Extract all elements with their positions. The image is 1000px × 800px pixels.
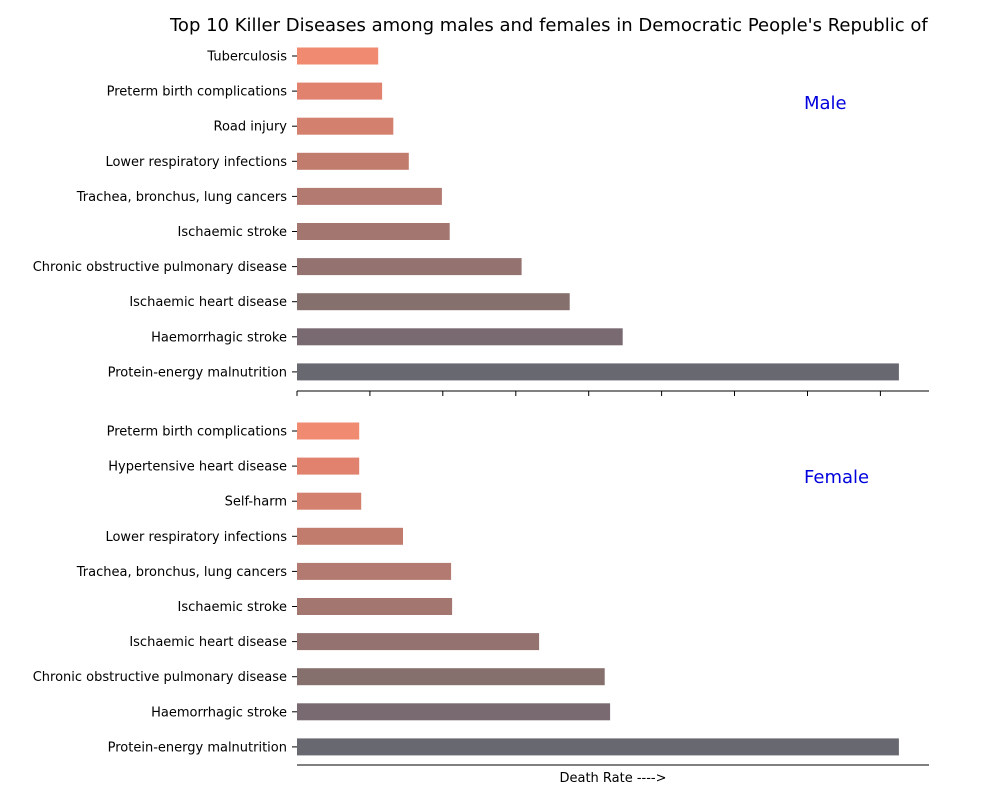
- male-category-label: Ischaemic stroke: [178, 225, 287, 240]
- male-bar: [297, 293, 570, 311]
- female-panel: Preterm birth complications Hypertensive …: [33, 422, 929, 766]
- x-axis-label: Death Rate ---->: [559, 771, 666, 786]
- female-bar: [297, 633, 540, 651]
- male-bar: [297, 363, 899, 381]
- female-category-label: Haemorrhagic stroke: [151, 705, 287, 720]
- male-bar: [297, 223, 450, 240]
- male-category-label: Ischaemic heart disease: [129, 295, 287, 310]
- male-bar: [297, 258, 522, 276]
- male-category-label: Lower respiratory infections: [105, 155, 287, 170]
- female-bar: [297, 703, 611, 721]
- male-panel-label: Male: [804, 93, 847, 114]
- female-category-label: Ischaemic stroke: [178, 600, 287, 615]
- male-panel: Tuberculosis Preterm birth complications R…: [33, 47, 929, 396]
- male-category-label: Tuberculosis: [206, 50, 287, 65]
- female-bar: [297, 492, 362, 510]
- female-bar: [297, 562, 452, 580]
- female-category-label: Lower respiratory infections: [105, 530, 287, 545]
- male-bar: [297, 187, 442, 205]
- female-category-label: Preterm birth complications: [107, 425, 288, 440]
- male-bar: [297, 152, 409, 170]
- male-category-label: Protein-energy malnutrition: [108, 365, 287, 380]
- female-category-label: Protein-energy malnutrition: [108, 740, 287, 755]
- female-bar: [297, 668, 605, 686]
- male-category-label: Preterm birth complications: [107, 85, 288, 100]
- male-bar: [297, 117, 394, 135]
- male-bar: [297, 47, 379, 65]
- female-bar: [297, 422, 360, 440]
- female-panel-label: Female: [804, 467, 869, 488]
- male-category-label: Haemorrhagic stroke: [151, 330, 287, 345]
- female-bar: [297, 527, 403, 545]
- male-category-label: Chronic obstructive pulmonary disease: [33, 260, 287, 275]
- male-category-label: Road injury: [214, 120, 288, 135]
- male-category-label: Trachea, bronchus, lung cancers: [76, 190, 287, 205]
- female-category-label: Self-harm: [225, 495, 287, 510]
- female-category-label: Chronic obstructive pulmonary disease: [33, 670, 287, 685]
- male-bar: [297, 328, 623, 346]
- female-category-label: Trachea, bronchus, lung cancers: [76, 565, 287, 580]
- female-bar: [297, 457, 360, 475]
- chart-title: Top 10 Killer Diseases among males and f…: [169, 15, 928, 36]
- female-bar: [297, 598, 453, 615]
- female-bar: [297, 738, 899, 756]
- female-category-label: Ischaemic heart disease: [129, 635, 287, 650]
- female-category-label: Hypertensive heart disease: [108, 460, 287, 475]
- male-bar: [297, 82, 383, 100]
